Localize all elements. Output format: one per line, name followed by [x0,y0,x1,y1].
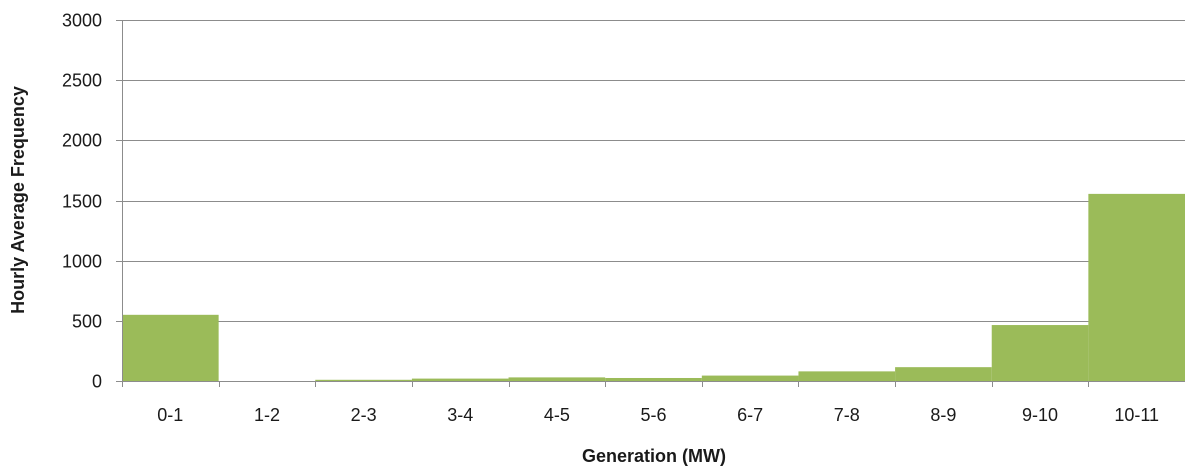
x-tick-label: 2-3 [351,405,377,425]
bar [895,367,992,381]
x-tick-label: 6-7 [737,405,763,425]
bar [1088,193,1185,381]
y-tick-label: 3000 [62,11,102,31]
x-tick-label: 0-1 [157,405,183,425]
bar [508,377,606,381]
x-tick-label: 1-2 [254,405,280,425]
x-tick-label: 5-6 [640,405,666,425]
bar [701,375,799,381]
bar [122,314,219,381]
y-tick-label: 2500 [62,71,102,91]
y-tick-label: 0 [92,372,102,392]
y-tick-labels: 0 500 1000 1500 2000 2500 3000 [62,11,102,392]
x-tick-label: 4-5 [544,405,570,425]
axes [116,20,1185,387]
y-tick-label: 1000 [62,252,102,272]
x-axis-title: Generation (MW) [582,446,726,466]
y-tick-label: 2000 [62,131,102,151]
x-tick-label: 3-4 [447,405,473,425]
x-tick-label: 7-8 [834,405,860,425]
bar [605,377,702,381]
x-tick-label: 9-10 [1022,405,1058,425]
x-tick-label: 8-9 [930,405,956,425]
bar [991,325,1089,381]
x-tick-labels: 0-1 1-2 2-3 3-4 4-5 5-6 6-7 7-8 8-9 9-10 10-11 [157,405,1159,425]
bars [122,193,1185,381]
y-tick-label: 1500 [62,192,102,212]
bar [411,378,509,381]
x-tick-label: 10-11 [1114,405,1159,425]
bar [798,371,896,381]
y-axis-title: Hourly Average Frequency [8,86,28,314]
bar [315,379,412,381]
y-tick-label: 500 [72,312,102,332]
gridlines [116,20,1185,322]
